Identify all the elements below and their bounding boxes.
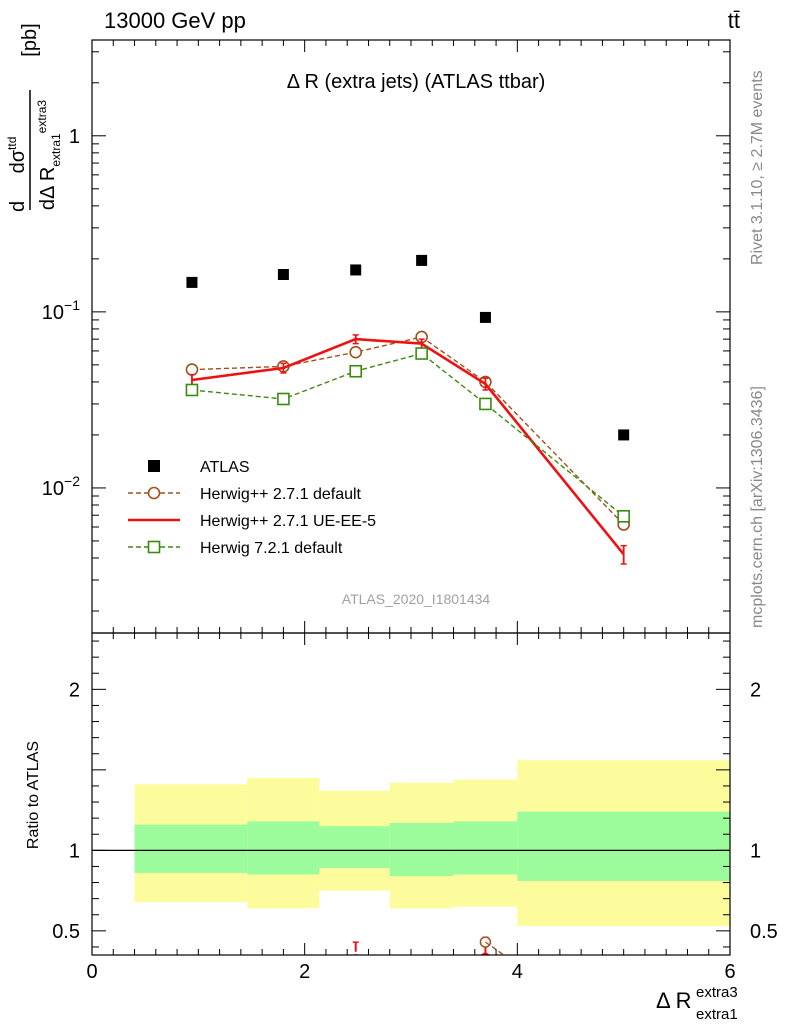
series-marker-square: [185, 383, 199, 397]
x-tick-label: 6: [724, 961, 735, 983]
ratio-y-tick-label: 0.5: [52, 921, 80, 943]
ratio-line-segment: [479, 952, 487, 955]
atlas-data-point: [186, 276, 198, 288]
main-series: [185, 254, 630, 565]
ratio-ylabel: Ratio to ATLAS: [25, 741, 42, 849]
x-tick-label: 2: [299, 961, 310, 983]
ratio-line-segment: [485, 941, 505, 955]
atlas-data-point: [350, 264, 362, 276]
legend-marker-atlas: [148, 460, 160, 472]
main-axes: 10−2 10−1 1: [42, 39, 731, 634]
ratio-series: [352, 936, 505, 955]
ratio-y-tick-label-right: 1: [750, 840, 761, 862]
atlas-data-point: [416, 254, 428, 266]
ratio-y-tick-label-right: 0.5: [750, 921, 778, 943]
ratio-y-tick-label: 1: [69, 840, 80, 862]
ylabel-d: d: [7, 201, 29, 212]
ratio-axes: 0.5 0.5 1 1 2 2 0 2 4 6: [52, 632, 778, 983]
ratio-band-inner: [134, 824, 248, 873]
ratio-clipped-group: [352, 936, 505, 955]
legend-label: Herwig++ 2.7.1 default: [200, 486, 362, 503]
xlabel-text: Δ R: [656, 988, 691, 1013]
legend: ATLAS Herwig++ 2.7.1 default Herwig++ 2.7.…: [128, 459, 376, 557]
series-marker-circle: [185, 363, 199, 376]
ylabel-units: [pb]: [19, 23, 41, 56]
series-line-3: [191, 352, 625, 517]
legend-label: Herwig++ 2.7.1 UE-EE-5: [200, 513, 376, 530]
series-marker-square: [617, 510, 630, 523]
series-line-1: [191, 336, 625, 525]
ratio-band-inner: [517, 811, 730, 881]
xlabel-superscript: extra3: [696, 984, 738, 1001]
ratio-line-segment: [353, 953, 356, 955]
ratio-band-inner: [389, 822, 454, 877]
analysis-tag: ATLAS_2020_I1801434: [342, 591, 491, 607]
y-tick-label: 1: [69, 126, 80, 148]
xlabel-subscript: extra1: [696, 1006, 738, 1023]
legend-marker-square: [147, 540, 161, 554]
series-marker-square: [349, 364, 363, 378]
atlas-data-point: [479, 311, 491, 323]
main-frame: [91, 39, 731, 634]
ratio-panel: 0.5 0.5 1 1 2 2 0 2 4 6 Ratio to ATLAS: [25, 632, 778, 983]
ylabel-numerator: dσttd: [5, 137, 29, 174]
mcplots-label: mcplots.cern.ch [arXiv:1306.3436]: [749, 386, 766, 628]
series-marker-square: [479, 397, 492, 411]
x-tick-label: 0: [86, 961, 97, 983]
main-ylabel: d dσttd dΔ Rextra1extra3 [pb]: [5, 23, 63, 212]
ratio-y-tick-label: 2: [69, 679, 80, 701]
y-tick-label: 10−1: [42, 297, 80, 324]
xlabel: Δ R extra3 extra1: [656, 984, 738, 1023]
series-marker-square: [415, 347, 428, 360]
ratio-line-segment: [355, 953, 359, 955]
ratio-y-tick-label-right: 2: [750, 679, 761, 701]
ratio-bands: [92, 760, 730, 927]
atlas-data-point: [618, 429, 630, 441]
energy-label: 13000 GeV pp: [104, 8, 246, 33]
series-marker-circle: [349, 345, 363, 359]
main-panel: Δ R (extra jets) (ATLAS ttbar) ATLAS_202…: [5, 23, 731, 634]
y-tick-label: 10−2: [42, 473, 80, 500]
ratio-band-inner: [453, 821, 518, 875]
rivet-label: Rivet 3.1.10, ≥ 2.7M events: [749, 70, 766, 265]
legend-marker-circle: [147, 486, 161, 500]
series-marker-square: [277, 392, 290, 406]
ylabel-denominator: dΔ Rextra1extra3: [35, 100, 63, 210]
x-tick-label: 4: [512, 961, 523, 983]
ratio-band-inner: [247, 821, 320, 875]
atlas-data-point: [277, 269, 289, 281]
legend-label: ATLAS: [200, 459, 250, 476]
process-label: tt̄: [728, 8, 740, 33]
ratio-band-inner: [319, 826, 390, 869]
plot-title: Δ R (extra jets) (ATLAS ttbar): [287, 71, 546, 93]
series-line-2: [191, 337, 625, 556]
legend-label: Herwig 7.2.1 default: [200, 540, 343, 557]
